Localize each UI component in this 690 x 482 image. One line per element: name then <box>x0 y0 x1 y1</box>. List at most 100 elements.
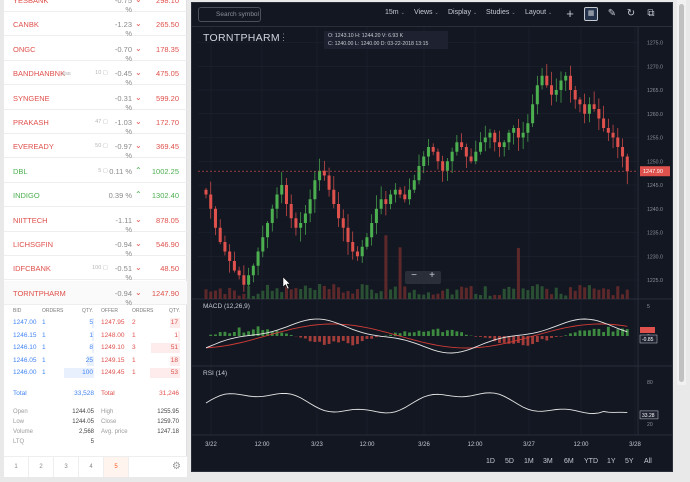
crosshair-icon[interactable]: ▦ <box>584 7 598 21</box>
add-icon[interactable]: + <box>566 6 574 21</box>
candle <box>559 80 563 90</box>
candle <box>469 156 473 162</box>
macd-histogram-bar <box>573 332 577 336</box>
page-tab[interactable]: 5 <box>104 457 129 477</box>
volume-bar <box>275 288 279 299</box>
x-tick-label: 3/26 <box>418 442 430 448</box>
page-tab[interactable]: 1 <box>4 457 29 477</box>
watchlist-item[interactable]: EVEREADY 50 ▢ -0.97 % ⌄ 369.45 <box>4 134 187 160</box>
volume-bar <box>374 293 378 299</box>
volume-bar <box>516 247 520 299</box>
depth-offer-total-label: Total <box>101 390 115 397</box>
volume-bar <box>379 291 383 299</box>
volume-bar <box>540 286 544 299</box>
depth-header-orders: ORDERS <box>42 308 64 314</box>
y-tick-label: 1245.0 <box>647 183 663 189</box>
volume-bar <box>360 284 364 299</box>
macd-histogram-bar <box>445 330 449 336</box>
macd-histogram-bar <box>587 330 591 336</box>
views-menu[interactable]: Views ⌄ <box>414 9 439 16</box>
chevron-down-icon: ⌄ <box>135 92 142 102</box>
watchlist-item[interactable]: LICHSGFIN -0.94 % ⌄ 546.90 <box>4 232 187 258</box>
briefcase-icon: ▢ <box>102 119 108 125</box>
page-tab[interactable]: 4 <box>79 457 104 477</box>
watchlist-price: 369.45 <box>156 142 179 152</box>
ohlc-tooltip: O: 1243.10 H: 1244.20 V: 6.93 K C: 1240.… <box>324 31 448 49</box>
watchlist-change: -0.31 % <box>114 93 132 112</box>
volume-bar <box>408 292 412 299</box>
range-button[interactable]: YTD <box>584 458 598 465</box>
watchlist-item[interactable]: BANDHANBNK BSE 10 ▢ -0.45 % ⌄ 475.05 <box>4 61 187 87</box>
volume-bar <box>559 293 563 299</box>
range-button[interactable]: 3M <box>543 458 553 465</box>
watchlist-item[interactable]: IDFCBANK 100 ▢ -0.51 % ⌄ 48.50 <box>4 256 187 282</box>
watchlist-item[interactable]: YESBANK -0.75 %⌄ 298.10 <box>4 0 187 14</box>
pencil-icon[interactable]: ✎ <box>607 8 617 19</box>
candle <box>289 204 293 219</box>
symbol-menu-icon[interactable]: ⋮ <box>279 32 288 42</box>
bid-orders: 1 <box>42 356 46 364</box>
candle <box>625 156 629 172</box>
stat-open: 1244.05 <box>72 409 94 415</box>
interval-dropdown[interactable]: 15m ⌄ <box>385 9 405 16</box>
zoom-in-button[interactable]: + <box>429 270 435 281</box>
candle <box>445 161 449 171</box>
watchlist-item[interactable]: SYNGENE -0.31 % ⌄ 599.20 <box>4 86 187 112</box>
macd-value-tag <box>640 327 655 333</box>
watchlist-item[interactable]: INDIGO 0.39 % ⌃ 1302.40 <box>4 183 187 208</box>
layout-menu[interactable]: Layout ⌄ <box>525 9 552 16</box>
chart-toolbar: Search symbol 15m ⌄ Views ⌄ Display ⌄ Studi… <box>192 3 672 27</box>
volume-bar <box>526 290 530 299</box>
studies-label: Studies <box>486 9 510 16</box>
range-button[interactable]: 6M <box>564 458 574 465</box>
scrollbar-thumb[interactable] <box>679 4 684 382</box>
page-tab[interactable]: 2 <box>29 457 54 477</box>
candle <box>497 142 501 147</box>
range-button[interactable]: 5Y <box>625 458 634 465</box>
display-menu[interactable]: Display ⌄ <box>448 9 477 16</box>
watchlist-item[interactable]: TORNTPHARM -0.94 % ⌄ 1247.90 <box>4 280 187 307</box>
candle <box>322 170 326 176</box>
volume-bar <box>318 284 322 299</box>
macd-histogram-bar <box>322 336 326 345</box>
page-tab[interactable]: 3 <box>54 457 79 477</box>
watchlist-price: 475.05 <box>156 69 179 79</box>
page-scrollbar[interactable] <box>677 0 686 385</box>
range-button[interactable]: 1Y <box>607 458 616 465</box>
price-chart[interactable]: 1275.0 1270.0 1265.0 1260.0 1255.0 1250.0 1245… <box>192 3 672 471</box>
macd-histogram-bar <box>337 336 340 343</box>
range-button[interactable]: All <box>644 458 652 465</box>
offer-depth-bar <box>169 355 180 366</box>
macd-histogram-bar <box>427 331 430 336</box>
chart-container[interactable]: Search symbol 15m ⌄ Views ⌄ Display ⌄ Studi… <box>191 2 673 472</box>
macd-histogram-bar <box>275 330 279 336</box>
stat-high-label: High <box>101 409 114 415</box>
macd-histogram-bar <box>308 336 312 342</box>
range-button[interactable]: 1M <box>524 458 534 465</box>
range-button[interactable]: 5D <box>505 458 514 465</box>
watchlist-price: 1002.25 <box>151 166 179 176</box>
gear-icon[interactable]: ⚙ <box>172 461 181 472</box>
bid-qty: 1 <box>89 331 93 339</box>
symbol-search-input[interactable]: Search symbol <box>198 7 261 22</box>
watchlist-item[interactable]: NIITTECH -1.11 % ⌄ 878.05 <box>4 208 187 234</box>
popout-icon[interactable]: ⧉ <box>647 8 655 19</box>
watchlist-item[interactable]: PRAKASH 47 ▢ -1.03 % ⌄ 172.70 <box>4 110 187 136</box>
candle <box>228 251 232 261</box>
watchlist-symbol: PRAKASH <box>13 118 49 127</box>
watchlist-item[interactable]: ONGC -0.70 % ⌄ 178.35 <box>4 37 187 63</box>
studies-menu[interactable]: Studies ⌄ <box>486 9 516 16</box>
candle <box>251 265 255 276</box>
ohlc-line-1: O: 1243.10 H: 1244.20 V: 6.93 K <box>328 33 404 39</box>
volume-bar <box>479 295 483 299</box>
candle <box>516 128 520 138</box>
range-button[interactable]: 1D <box>486 458 495 465</box>
stat-close-label: Close <box>101 419 117 425</box>
zoom-out-button[interactable]: − <box>411 270 417 281</box>
volume-bar <box>299 289 303 299</box>
volume-bar <box>469 286 473 299</box>
watchlist-item[interactable]: CANBK -1.23 % ⌄ 265.50 <box>4 12 187 38</box>
refresh-icon[interactable]: ↻ <box>626 8 636 19</box>
chevron-down-icon: ⌄ <box>135 141 142 151</box>
watchlist-item[interactable]: DBL 5 ▢ 0.11 % ⌃ 1002.25 <box>4 159 187 183</box>
